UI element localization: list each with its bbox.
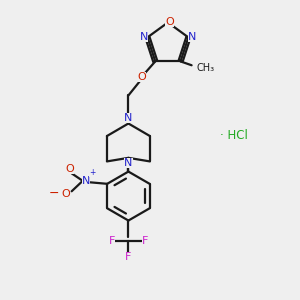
Text: N: N — [140, 32, 148, 42]
Text: N: N — [188, 32, 196, 42]
Text: CH₃: CH₃ — [197, 63, 215, 73]
Text: F: F — [109, 236, 115, 246]
Text: O: O — [165, 17, 174, 27]
Text: N: N — [82, 176, 90, 186]
Text: F: F — [125, 252, 132, 262]
Text: N: N — [124, 113, 133, 123]
Text: O: O — [137, 72, 146, 82]
Text: O: O — [65, 164, 74, 175]
Text: F: F — [142, 236, 148, 246]
Text: O: O — [61, 189, 70, 199]
Text: · HCl: · HCl — [220, 129, 248, 142]
Text: −: − — [49, 187, 60, 200]
Text: N: N — [124, 158, 133, 168]
Text: +: + — [89, 168, 95, 177]
